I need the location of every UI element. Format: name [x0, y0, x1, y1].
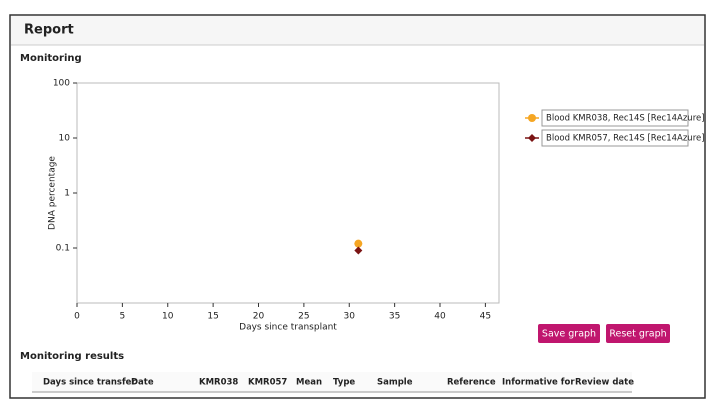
point — [354, 239, 363, 248]
column-header[interactable]: KMR038 — [199, 378, 238, 388]
x-axis-label: Days since transplant — [239, 323, 337, 333]
panel-header — [11, 16, 704, 45]
x-tick-label: 20 — [253, 312, 265, 322]
x-tick-label: 45 — [480, 312, 491, 322]
button[interactable] — [606, 324, 670, 343]
x-tick-label: 25 — [298, 312, 309, 322]
x-tick-label: 5 — [120, 312, 126, 322]
x-tick-label: 15 — [207, 312, 218, 322]
column-header[interactable]: Review date — [575, 378, 634, 388]
column-header[interactable]: Sample — [377, 378, 413, 388]
column-header[interactable]: Days since transfer — [43, 378, 136, 388]
section-title: Monitoring — [20, 53, 82, 64]
button-label[interactable]: Reset graph — [609, 329, 666, 340]
legend-marker — [528, 134, 536, 142]
x-tick-label: 35 — [389, 312, 400, 322]
button[interactable] — [538, 324, 600, 343]
column-header[interactable]: Date — [131, 378, 154, 388]
y-tick-label: 10 — [59, 134, 71, 144]
y-tick-label: 0.1 — [56, 244, 70, 254]
legend-label[interactable]: Blood KMR057, Rec14S [Rec14Azure] — [546, 134, 705, 144]
column-header[interactable]: Type — [333, 378, 355, 388]
point — [354, 246, 363, 255]
y-tick-label: 100 — [53, 79, 70, 89]
column-header[interactable]: KMR057 — [248, 378, 287, 388]
legend-label[interactable]: Blood KMR038, Rec14S [Rec14Azure] — [546, 114, 705, 124]
table-header — [32, 372, 632, 392]
column-header[interactable]: Informative for — [502, 378, 575, 388]
results-title: Monitoring results — [20, 351, 124, 362]
x-tick-label: 30 — [344, 312, 356, 322]
legend-box[interactable] — [541, 129, 689, 147]
button-label[interactable]: Save graph — [542, 329, 596, 340]
plot-area — [76, 82, 500, 304]
page-title: Report — [24, 23, 74, 38]
legend-box[interactable] — [541, 109, 689, 127]
x-tick-label: 40 — [434, 312, 446, 322]
x-tick-label: 10 — [162, 312, 174, 322]
x-tick-label: 0 — [74, 312, 80, 322]
column-header[interactable]: Reference — [447, 378, 496, 388]
y-tick-label: 1 — [64, 189, 70, 199]
column-header[interactable]: Mean — [296, 378, 322, 388]
legend-marker — [528, 114, 536, 122]
y-axis-label: DNA percentage — [48, 156, 58, 230]
